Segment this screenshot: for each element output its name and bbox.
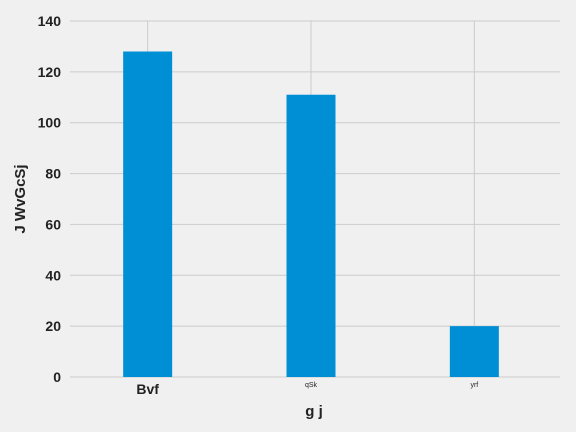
x-tick-label: yrf xyxy=(470,382,478,389)
y-axis-label: J WvGcSj xyxy=(12,164,29,233)
y-tick-label: 140 xyxy=(38,13,62,29)
bar-yrf xyxy=(449,326,499,377)
y-tick-label: 40 xyxy=(45,267,61,283)
y-tick-label: 100 xyxy=(38,115,62,131)
bar-qSk xyxy=(286,94,336,377)
y-tick-label: 60 xyxy=(45,216,61,232)
y-tick-label: 0 xyxy=(53,369,61,385)
bars xyxy=(123,51,499,378)
x-tick-labels: Bvf qSk yrf xyxy=(136,381,478,397)
y-tick-labels: 0 20 40 60 80 100 120 140 xyxy=(38,13,62,385)
x-tick-label: Bvf xyxy=(136,381,159,397)
x-tick-label: qSk xyxy=(305,382,318,389)
bar-Bvf xyxy=(123,51,173,378)
y-tick-label: 20 xyxy=(45,318,61,334)
y-tick-label: 80 xyxy=(45,166,61,182)
x-axis-label: g j xyxy=(305,403,323,420)
y-tick-label: 120 xyxy=(38,64,62,80)
